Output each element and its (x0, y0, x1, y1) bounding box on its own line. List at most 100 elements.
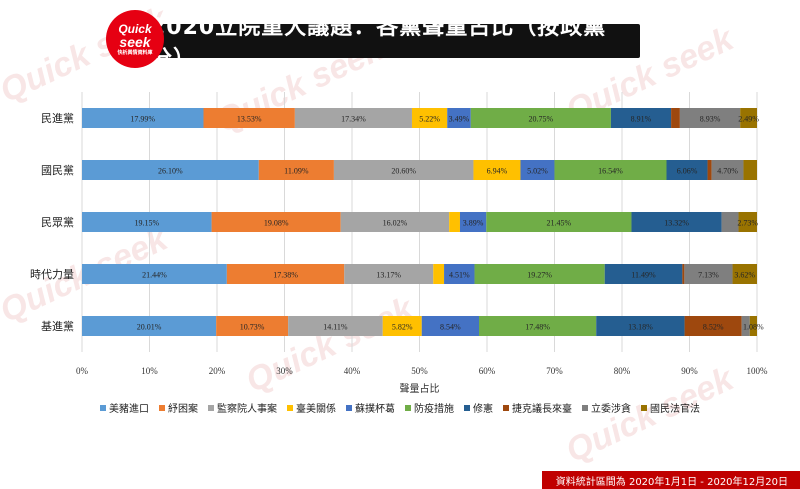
data-label: 3.49% (449, 115, 470, 124)
bar-segment (226, 264, 345, 284)
bar-segment (738, 212, 757, 232)
logo-text: seek (119, 33, 151, 50)
data-label: 11.49% (631, 271, 656, 280)
brand-logo: Quick seek 快析輿情資料庫 (106, 10, 164, 68)
data-label: 13.53% (237, 115, 262, 124)
bar-segment (411, 108, 448, 128)
data-label: 26.10% (158, 167, 183, 176)
data-label: 20.60% (391, 167, 416, 176)
bar-segment (433, 264, 445, 284)
data-label: 19.27% (527, 271, 552, 280)
legend-label: 立委涉貪 (591, 402, 631, 415)
legend-swatch (641, 405, 647, 411)
legend-swatch (159, 405, 165, 411)
legend-swatch (405, 405, 411, 411)
bar-segment (749, 316, 757, 336)
bar-segment (333, 160, 474, 180)
legend-swatch (287, 405, 293, 411)
category-label: 基進黨 (41, 319, 74, 333)
legend-label: 紓困案 (168, 402, 198, 415)
x-tick-label: 100% (747, 366, 769, 376)
legend-swatch (464, 405, 470, 411)
data-label: 8.52% (703, 323, 724, 332)
legend-swatch (346, 405, 352, 411)
logo-text: Quick (118, 21, 152, 36)
legend-label: 蘇撲杯葛 (355, 402, 395, 415)
bar-segment (82, 264, 227, 284)
x-tick-label: 60% (479, 366, 496, 376)
legend-label: 防疫措施 (414, 402, 454, 415)
data-label: 5.22% (419, 115, 440, 124)
category-label: 民眾黨 (41, 215, 74, 229)
bar-segment (520, 160, 555, 180)
data-label: 16.54% (598, 167, 623, 176)
bar-segment (671, 108, 680, 128)
bar-segment (449, 212, 460, 232)
legend-swatch (503, 405, 509, 411)
data-label: 8.91% (631, 115, 652, 124)
legend-swatch (100, 405, 106, 411)
bar-segment (682, 264, 685, 284)
x-tick-label: 40% (344, 366, 361, 376)
data-label: 6.94% (487, 167, 508, 176)
data-label: 19.15% (134, 219, 159, 228)
bar-segment (684, 264, 733, 284)
legend-swatch (582, 405, 588, 411)
data-label: 5.02% (527, 167, 548, 176)
x-tick-label: 90% (681, 366, 698, 376)
data-label: 2.73% (737, 219, 758, 228)
bar-segment (382, 316, 422, 336)
data-label: 17.48% (525, 323, 550, 332)
bar-segment (721, 212, 739, 232)
category-label: 民進黨 (41, 111, 74, 125)
bar-segment (554, 160, 667, 180)
bar-segment (216, 316, 289, 336)
x-tick-label: 10% (141, 366, 158, 376)
bar-segment (741, 316, 750, 336)
bar-segment (711, 160, 744, 180)
data-label: 20.01% (137, 323, 162, 332)
data-label: 21.44% (142, 271, 167, 280)
x-tick-label: 0% (76, 366, 89, 376)
data-label: 13.32% (664, 219, 689, 228)
data-label: 3.89% (463, 219, 484, 228)
bar-segment (288, 316, 383, 336)
bar-segment (203, 108, 295, 128)
x-tick-label: 70% (546, 366, 563, 376)
data-label: 1.08% (743, 323, 764, 332)
x-axis-label: 聲量占比 (400, 382, 440, 395)
data-label: 17.99% (130, 115, 155, 124)
data-label: 14.11% (323, 323, 348, 332)
data-label: 11.09% (284, 167, 309, 176)
bar-segment (743, 160, 757, 180)
x-tick-label: 30% (276, 366, 293, 376)
legend-label: 捷克議長來臺 (512, 402, 572, 415)
data-label: 4.70% (717, 167, 738, 176)
bar-segment (684, 316, 742, 336)
data-label: 5.82% (392, 323, 413, 332)
x-tick-label: 20% (209, 366, 226, 376)
bar-segment (740, 108, 757, 128)
data-label: 17.38% (273, 271, 298, 280)
bar-segment (610, 108, 672, 128)
data-label: 8.93% (700, 115, 721, 124)
data-label: 17.34% (341, 115, 366, 124)
bar-segment (679, 108, 741, 128)
bar-segment (604, 264, 683, 284)
data-label: 21.45% (547, 219, 572, 228)
data-label: 16.02% (383, 219, 408, 228)
data-label: 7.13% (698, 271, 719, 280)
bar-segment (340, 212, 450, 232)
legend-label: 國民法官法 (650, 402, 700, 415)
logo-tagline: 快析輿情資料庫 (117, 49, 153, 56)
bar-segment (444, 264, 475, 284)
data-label: 10.73% (240, 323, 265, 332)
data-label: 3.62% (734, 271, 755, 280)
data-label: 13.17% (376, 271, 401, 280)
x-tick-label: 80% (614, 366, 631, 376)
bar-segment (666, 160, 708, 180)
category-label: 時代力量 (30, 268, 74, 281)
bar-segment (631, 212, 722, 232)
legend-label: 監察院人事案 (217, 402, 277, 415)
